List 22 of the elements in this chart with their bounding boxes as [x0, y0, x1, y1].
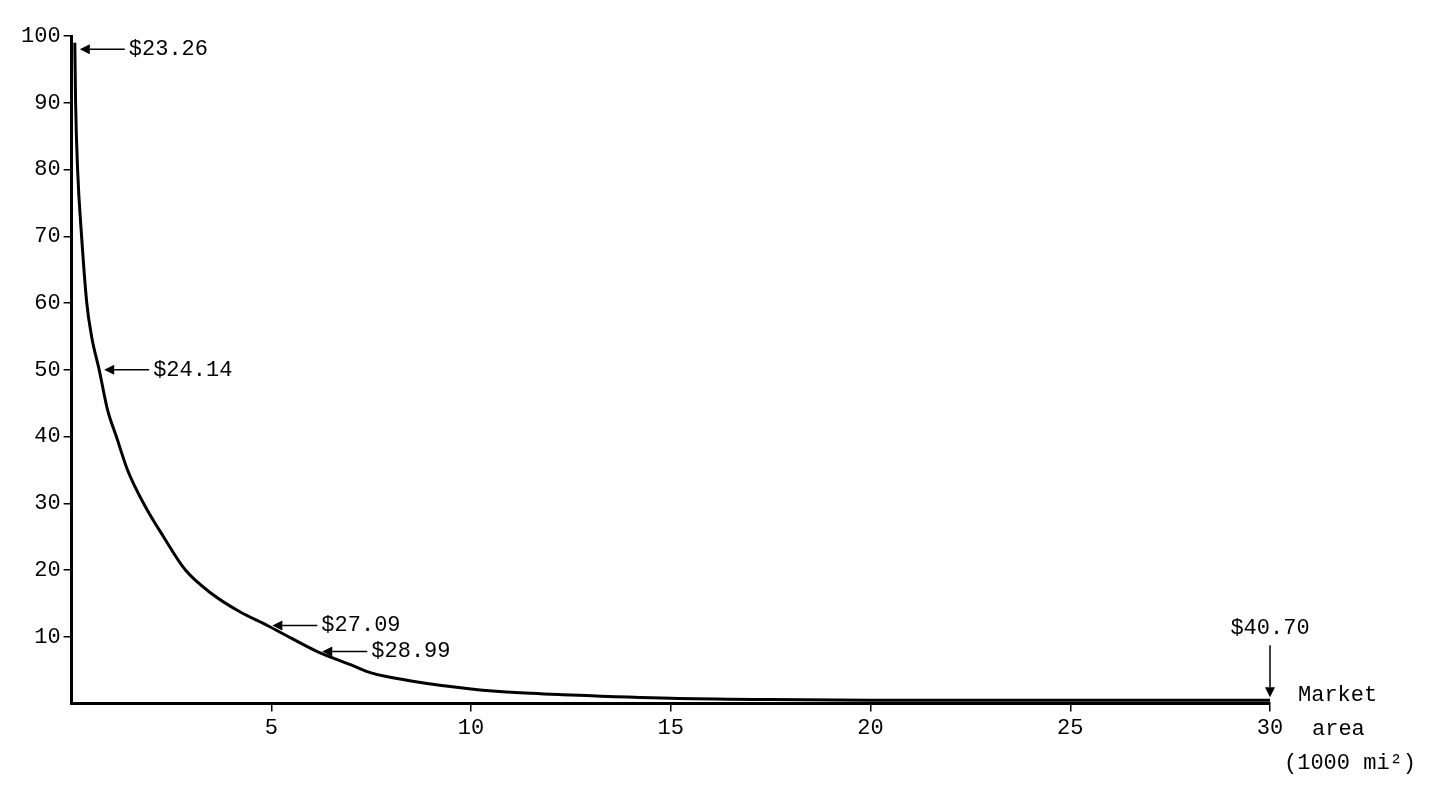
annotation: $40.70	[1230, 616, 1310, 642]
x-tick-label: 25	[1057, 715, 1084, 741]
x-tick-label: 20	[857, 715, 884, 741]
y-tick-label: 50	[34, 357, 61, 383]
annotation: $24.14	[153, 357, 233, 383]
annotation: $23.26	[128, 37, 209, 63]
x-tick-label: 10	[457, 715, 485, 741]
y-tick-label: 80	[34, 157, 61, 183]
y-tick-label: 90	[34, 90, 61, 116]
annotation: $28.99	[371, 639, 451, 665]
y-tick-label: 70	[34, 224, 61, 250]
x-tick-label: 30	[1256, 715, 1284, 741]
y-tick-label: 100	[21, 23, 61, 49]
y-tick-label: 30	[34, 491, 61, 517]
x-tick-label: 5	[264, 715, 278, 741]
y-tick-label: 60	[34, 290, 61, 316]
x-axis-title: Market area (1000 mi²)	[1284, 683, 1417, 777]
x-tick-label: 15	[657, 715, 685, 741]
y-tick-label: 20	[34, 557, 61, 583]
annotation: $27.09	[321, 613, 401, 639]
y-tick-label: 10	[34, 624, 61, 650]
y-tick-label: 40	[34, 424, 61, 450]
